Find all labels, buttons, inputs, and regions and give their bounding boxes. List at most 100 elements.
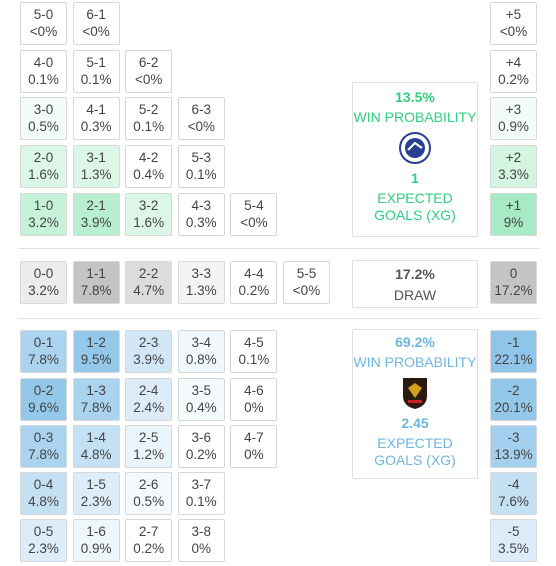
probability: 7.8% — [28, 447, 59, 462]
probability: 22.1% — [494, 352, 533, 367]
score-cell: 5-3 0.1% — [177, 145, 225, 188]
score-cell: 4-4 0.2% — [230, 261, 278, 304]
score-cell: 2-4 2.4% — [125, 378, 173, 421]
score: +2 — [505, 150, 522, 165]
score: -5 — [507, 524, 520, 539]
score-cell: 3-4 0.8% — [177, 330, 225, 373]
score-cell: 3-7 0.1% — [177, 472, 225, 515]
probability: 1.3% — [80, 167, 112, 182]
score-cell: 5-1 0.1% — [72, 50, 120, 93]
score-cell: -2 20.1% — [490, 378, 537, 421]
score: -1 — [507, 335, 520, 350]
probability: 0% — [244, 447, 264, 462]
score: 1-6 — [86, 524, 106, 539]
probability: 0.1% — [133, 119, 165, 134]
score-cell: 3-2 1.6% — [125, 193, 173, 236]
win-label: WIN PROBABILITY — [353, 354, 477, 370]
score-cell: +1 9% — [490, 193, 537, 236]
probability: <0% — [29, 24, 58, 39]
probability: 0.5% — [133, 494, 165, 509]
score-cell: 2-3 3.9% — [125, 330, 173, 373]
score: 4-3 — [191, 198, 212, 213]
probability: 0.4% — [185, 400, 217, 415]
score-cell: 1-5 2.3% — [72, 472, 120, 515]
score-cell: 2-0 1.6% — [20, 145, 67, 188]
score: +3 — [505, 102, 522, 117]
score: 0-3 — [33, 430, 54, 445]
score-cell: 0-4 4.8% — [20, 472, 67, 515]
score: -4 — [507, 477, 520, 492]
score-cell: -4 7.6% — [490, 472, 537, 515]
probability: 0.3% — [80, 119, 112, 134]
score-cell: 4-0 0.1% — [20, 50, 67, 93]
probability: 2.3% — [80, 494, 112, 509]
probability: 9.6% — [28, 400, 59, 415]
probability: <0% — [82, 24, 110, 39]
score-cell: 2-7 0.2% — [125, 519, 173, 562]
probability: 0.5% — [28, 119, 59, 134]
draw-panel: 17.2% DRAW — [352, 260, 478, 308]
probability: 0% — [244, 400, 264, 415]
probability: 4.8% — [28, 494, 59, 509]
score-cell: 4-5 0.1% — [230, 330, 278, 373]
score-cell: 1-4 4.8% — [72, 425, 120, 468]
score: 4-2 — [138, 150, 159, 165]
probability: 3.9% — [80, 215, 112, 230]
probability: 3.5% — [498, 541, 529, 556]
probability: 4.7% — [133, 283, 165, 298]
score: 0-1 — [33, 335, 54, 350]
score: 5-0 — [33, 7, 54, 22]
score-cell: +5 <0% — [490, 2, 537, 45]
score-cell: -1 22.1% — [490, 330, 537, 373]
score-cell: 3-5 0.4% — [177, 378, 225, 421]
score: 2-5 — [138, 430, 159, 445]
probability: 2.3% — [28, 541, 59, 556]
score: 3-7 — [191, 477, 212, 492]
score: +1 — [505, 198, 522, 213]
score-cell: 0 17.2% — [490, 261, 537, 304]
score: 1-1 — [86, 266, 106, 281]
score: 1-5 — [86, 477, 106, 492]
score-cell: 1-0 3.2% — [20, 193, 67, 236]
score: 1-3 — [86, 383, 106, 398]
score: 6-1 — [86, 7, 106, 22]
probability: 0.4% — [133, 167, 165, 182]
score: 4-6 — [244, 383, 264, 398]
score-cell: +2 3.3% — [490, 145, 537, 188]
score: 2-4 — [138, 383, 159, 398]
score-cell: 4-2 0.4% — [125, 145, 173, 188]
score: 3-3 — [191, 266, 212, 281]
score-cell: -3 13.9% — [490, 425, 537, 468]
home-logo — [399, 132, 431, 164]
probability: 1.6% — [28, 167, 59, 182]
separator — [18, 248, 540, 249]
score: 4-4 — [244, 266, 264, 281]
score: 3-1 — [86, 150, 106, 165]
xg-value: 1 — [411, 170, 419, 186]
score: 5-1 — [86, 55, 106, 70]
probability: 0.1% — [238, 352, 270, 367]
probability: <0% — [240, 215, 268, 230]
score: +4 — [505, 55, 522, 70]
probability: 0.1% — [28, 72, 59, 87]
score: 1-0 — [33, 198, 54, 213]
score-cell: 5-2 0.1% — [125, 97, 173, 140]
win-label: WIN PROBABILITY — [353, 109, 477, 125]
score: 5-3 — [191, 150, 212, 165]
score-cell: +3 0.9% — [490, 97, 537, 140]
score: 2-0 — [33, 150, 54, 165]
score: 4-7 — [244, 430, 264, 445]
score: 3-8 — [191, 524, 212, 539]
score: 4-5 — [244, 335, 264, 350]
score-cell: 2-2 4.7% — [125, 261, 173, 304]
probability: 7.6% — [498, 494, 529, 509]
score-cell: 6-3 <0% — [177, 97, 225, 140]
probability: 17.2% — [494, 283, 533, 298]
score-cell: 0-0 3.2% — [20, 261, 67, 304]
probability: 13.9% — [494, 447, 533, 462]
score: 5-5 — [296, 266, 317, 281]
score-cell: 0-5 2.3% — [20, 519, 67, 562]
score: 0-5 — [33, 524, 54, 539]
score: 6-2 — [138, 55, 159, 70]
score-cell: -5 3.5% — [490, 519, 537, 562]
